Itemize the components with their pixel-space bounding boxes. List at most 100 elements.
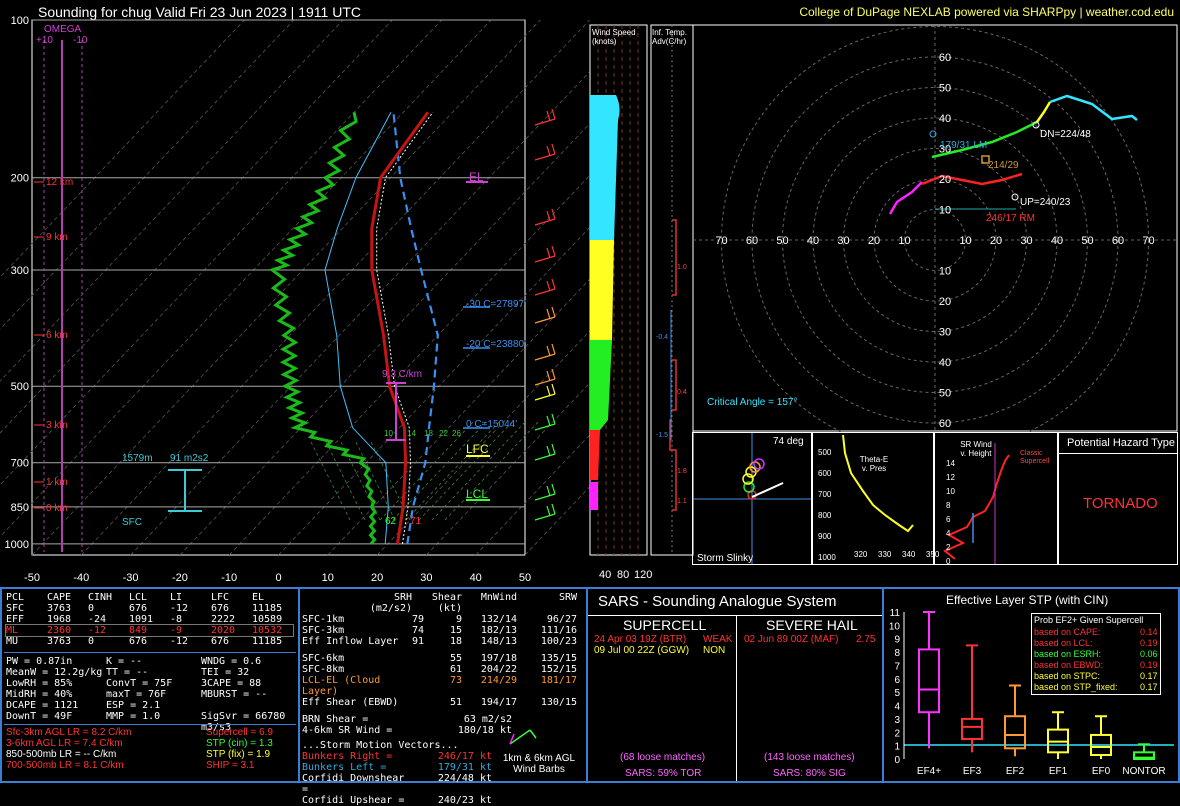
hodo-ring (782, 87, 1088, 393)
sr46-row: 4-6km SR Wind = 180/18 kt (302, 725, 512, 736)
skewt-chart: 100 200 300 500 700 850 1000 -50 -40 -30 -20 -10 0 1… (0, 15, 590, 584)
hodo-y-tick: 20 (939, 296, 951, 308)
isotherm (376, 330, 590, 556)
hodo-x-tick: 20 (868, 235, 880, 247)
motion-title: ...Storm Motion Vectors... (302, 740, 459, 751)
supercell-title: SUPERCELL (623, 617, 707, 633)
zero-label: 0 C=15044' (466, 419, 518, 430)
moist-adiabat (405, 419, 502, 521)
moist-adiabat (431, 419, 528, 521)
stp-legend-row: based on LCL: 0.19 (1034, 638, 1158, 648)
lapse-row: Sfc-3km AGL LR = 8.2 C/km Supercell = 6.9 (6, 727, 273, 738)
parcel-header: CAPE (47, 592, 72, 603)
eff-srh-label: 91 m2s2 (170, 453, 209, 464)
moist-adiabat (392, 419, 489, 521)
pressure-tick: 500 (11, 381, 29, 393)
omega-left: +10 (36, 35, 53, 46)
hodo-y-tick: 10 (939, 266, 951, 278)
stp-y-tick: 2 (894, 728, 900, 739)
stp-y-tick: 10 (889, 621, 901, 632)
index-row: MeanW = 12.2g/kg TT = -- TEI = 32 (6, 667, 250, 678)
t-sfc-label: 71 (410, 516, 422, 527)
hodo-x-tick: 60 (746, 235, 758, 247)
wind-barb (534, 208, 556, 226)
temp-tick: 40 (470, 572, 482, 584)
hodo-x-tick: 20 (990, 235, 1002, 247)
storm-slinky-panel (692, 432, 812, 565)
stp-y-tick: 6 (894, 675, 900, 686)
hail-title: SEVERE HAIL (766, 617, 858, 633)
stp-box (1004, 684, 1026, 757)
temp-tick: 0 (275, 572, 281, 584)
sars-vdivider (736, 615, 737, 781)
height-label: 1 km (46, 477, 68, 488)
hodo-y-tick: 60 (939, 418, 951, 430)
sc-loose: (68 loose matches) (620, 752, 706, 763)
ws-tick: 120 (634, 569, 653, 581)
hodo-lm-label: 179/31 LM (940, 140, 988, 151)
hodo-mw-label: 214/29 (988, 160, 1019, 171)
isotherm (179, 122, 590, 556)
hodo-ring (873, 178, 997, 302)
isotherm (228, 174, 590, 556)
hodo-x-tick: 10 (898, 235, 910, 247)
wind-barb (534, 443, 556, 461)
wind-barb (534, 383, 556, 401)
index-row: LowRH = 85% ConvT = 75F 3CAPE = 88 (6, 678, 262, 689)
lapse-block: Sfc-3km AGL LR = 8.2 C/km Supercell = 6.9… (6, 727, 273, 771)
thetae-x-tick: 350 (926, 550, 940, 559)
height-label: 3 km (46, 420, 68, 431)
wetbulb-tick: 14 (407, 429, 416, 438)
sc-match2-type: NON (703, 645, 726, 656)
adv-val: -0.4 (656, 334, 669, 341)
hail-match1: 02 Jun 89 00Z (MAF) (744, 634, 839, 645)
stp-box (1133, 743, 1155, 760)
parcel-table: PCL CAPE CINH LCL LI LFC EL SFC 3763 0 676 -12 676 11… (5, 592, 294, 647)
pressure-tick: 700 (11, 458, 29, 470)
hodo-up-label: UP=240/23 (1020, 197, 1071, 208)
hodo-x-tick: 30 (837, 235, 849, 247)
adv-val: -1.5 (656, 432, 669, 439)
page-title: Sounding for chug Valid Fri 23 Jun 2023 … (38, 4, 361, 20)
wind-barb (534, 343, 556, 361)
hodo-x-tick: 60 (1112, 235, 1124, 247)
lapse-rate-label: 9.3 C/km (382, 369, 423, 380)
stp-category: EF3 (963, 766, 982, 777)
thetae-panel (812, 432, 934, 565)
kin-row: LCL-EL (Cloud Layer) 73 214/29 181/17 (302, 675, 577, 697)
slinky-title: Storm Slinky (697, 553, 754, 564)
stp-y-tick: 9 (894, 635, 900, 646)
hodo-y-tick: 40 (939, 357, 951, 369)
wind-barb (534, 503, 556, 521)
hodo-y-tick: 20 (939, 174, 951, 186)
stp-box (961, 644, 983, 753)
temp-tick: -40 (73, 572, 89, 584)
temp-tick: 20 (371, 572, 383, 584)
thetae-y-tick: 900 (818, 532, 832, 541)
hodo-y-tick: 30 (939, 144, 951, 156)
stp-category: EF1 (1049, 766, 1068, 777)
brn-row: BRN Shear = 63 m2/s2 (302, 714, 512, 725)
stp-panel (882, 587, 1180, 783)
hodo-ring (843, 148, 1027, 332)
wind-barb (534, 143, 556, 161)
parcel-header: CINH (88, 592, 113, 603)
hail-pct: SARS: 80% SIG (773, 768, 846, 779)
adv-val: 1.8 (677, 468, 687, 475)
stp-title: Effective Layer STP (with CIN) (946, 593, 1109, 607)
wind-barb (534, 413, 556, 431)
el-label: EL (469, 170, 484, 184)
isotherm (0, 19, 492, 538)
hodo-rm-label: 246/17 RM (986, 213, 1035, 224)
stp-legend-row: based on CAPE: 0.14 (1034, 627, 1158, 637)
wind-barb (534, 245, 556, 263)
height-label: 0 km (46, 503, 68, 514)
wind-barb (534, 108, 556, 126)
hodo-x-tick: 10 (959, 235, 971, 247)
lapse-row: 3-6km AGL LR = 7.4 C/km STP (cin) = 1.3 (6, 738, 273, 749)
dry-adiabat (339, 439, 381, 521)
srwind-y-tick: 6 (946, 515, 951, 524)
adv-val: 0.4 (677, 389, 687, 396)
kin-row: Eff Shear (EBWD) 51 194/17 130/15 (302, 697, 577, 708)
parcel-header: PCL (6, 592, 25, 603)
